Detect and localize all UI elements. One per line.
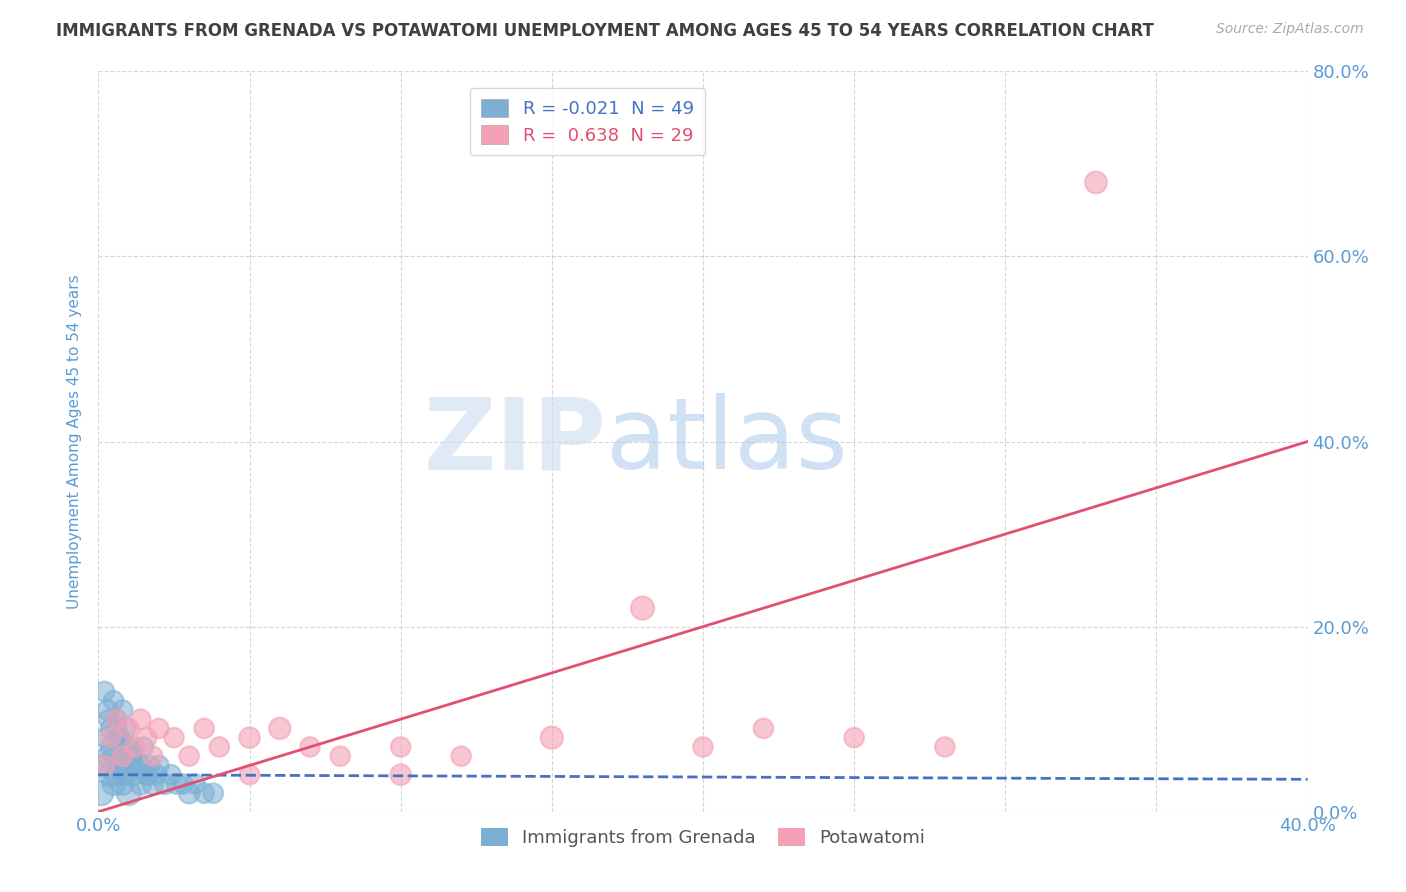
Text: atlas: atlas: [606, 393, 848, 490]
Y-axis label: Unemployment Among Ages 45 to 54 years: Unemployment Among Ages 45 to 54 years: [67, 274, 83, 609]
Point: [163, 731, 186, 745]
Point: [108, 731, 131, 745]
Point: [184, 777, 207, 791]
Point: [329, 749, 352, 764]
Point: [145, 767, 167, 781]
Point: [118, 786, 141, 800]
Point: [114, 722, 136, 736]
Point: [96, 712, 118, 726]
Point: [114, 739, 136, 754]
Point: [100, 767, 122, 781]
Point: [100, 722, 122, 736]
Point: [96, 749, 118, 764]
Point: [114, 767, 136, 781]
Point: [118, 758, 141, 772]
Point: [160, 767, 183, 781]
Point: [139, 758, 162, 772]
Point: [299, 739, 322, 754]
Point: [135, 767, 157, 781]
Point: [127, 758, 149, 772]
Point: [129, 758, 152, 772]
Point: [179, 786, 201, 800]
Point: [105, 712, 128, 726]
Point: [96, 703, 118, 717]
Point: [631, 601, 654, 615]
Point: [142, 777, 165, 791]
Point: [269, 722, 291, 736]
Point: [90, 786, 112, 800]
Point: [103, 777, 125, 791]
Point: [389, 739, 412, 754]
Point: [153, 777, 176, 791]
Point: [179, 749, 201, 764]
Point: [93, 758, 115, 772]
Point: [239, 767, 262, 781]
Point: [118, 739, 141, 754]
Point: [148, 722, 170, 736]
Point: [166, 777, 188, 791]
Point: [105, 767, 128, 781]
Point: [692, 739, 714, 754]
Point: [135, 767, 157, 781]
Point: [93, 758, 115, 772]
Point: [111, 777, 134, 791]
Point: [540, 731, 562, 745]
Point: [121, 749, 143, 764]
Point: [124, 739, 146, 754]
Legend: Immigrants from Grenada, Potawatomi: Immigrants from Grenada, Potawatomi: [474, 821, 932, 855]
Point: [93, 731, 115, 745]
Point: [389, 767, 412, 781]
Point: [111, 749, 134, 764]
Text: ZIP: ZIP: [423, 393, 606, 490]
Point: [193, 786, 215, 800]
Point: [752, 722, 775, 736]
Point: [124, 749, 146, 764]
Point: [142, 749, 165, 764]
Text: Source: ZipAtlas.com: Source: ZipAtlas.com: [1216, 22, 1364, 37]
Point: [100, 739, 122, 754]
Point: [208, 739, 231, 754]
Point: [450, 749, 472, 764]
Point: [132, 739, 155, 754]
Point: [105, 722, 128, 736]
Point: [111, 703, 134, 717]
Point: [108, 758, 131, 772]
Point: [202, 786, 225, 800]
Point: [129, 712, 152, 726]
Point: [124, 767, 146, 781]
Point: [172, 777, 194, 791]
Point: [103, 694, 125, 708]
Point: [118, 722, 141, 736]
Point: [93, 684, 115, 698]
Point: [844, 731, 866, 745]
Point: [934, 739, 956, 754]
Text: IMMIGRANTS FROM GRENADA VS POTAWATOMI UNEMPLOYMENT AMONG AGES 45 TO 54 YEARS COR: IMMIGRANTS FROM GRENADA VS POTAWATOMI UN…: [56, 22, 1154, 40]
Point: [193, 722, 215, 736]
Point: [111, 749, 134, 764]
Point: [1085, 175, 1108, 190]
Point: [148, 758, 170, 772]
Point: [103, 749, 125, 764]
Point: [129, 777, 152, 791]
Point: [135, 731, 157, 745]
Point: [105, 712, 128, 726]
Point: [239, 731, 262, 745]
Point: [100, 731, 122, 745]
Point: [108, 731, 131, 745]
